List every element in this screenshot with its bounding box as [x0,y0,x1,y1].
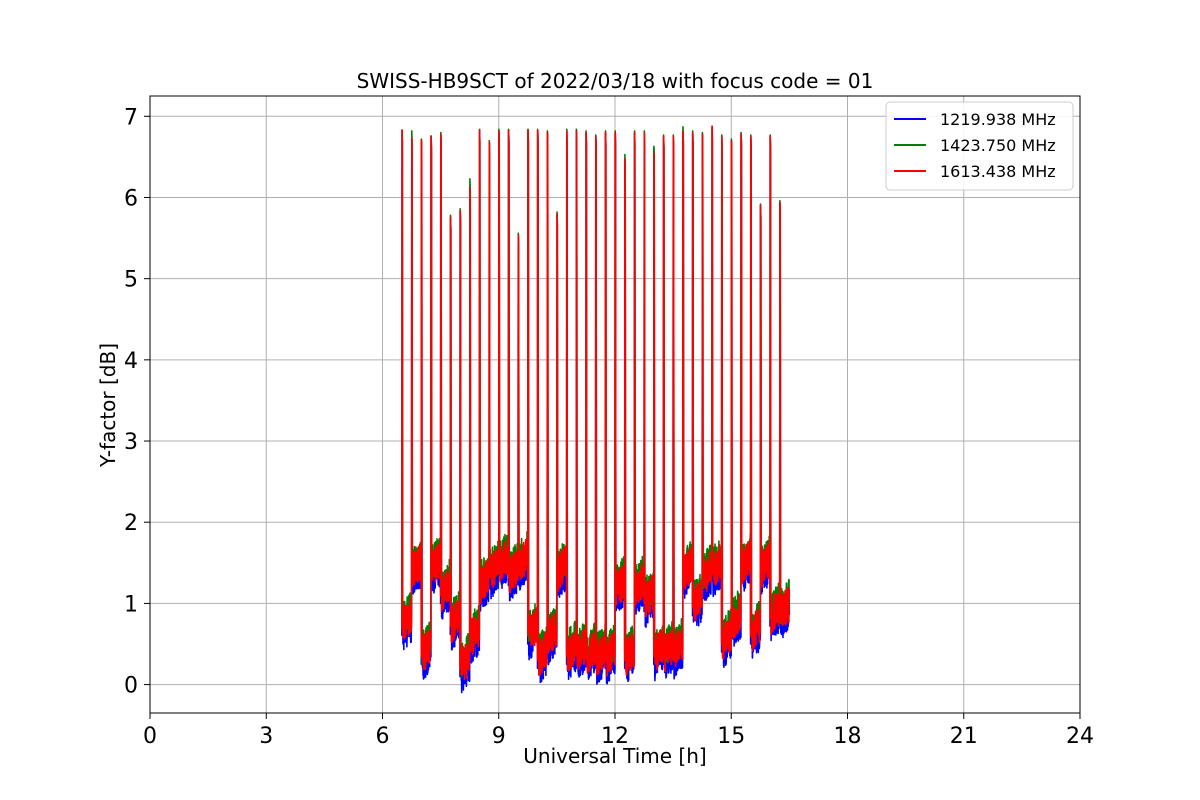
y-tick-label: 0 [124,674,138,699]
x-tick-label: 9 [492,724,506,749]
legend-label: 1613.438 MHz [940,162,1056,181]
y-tick-label: 3 [124,430,138,455]
y-tick-label: 2 [124,511,138,536]
x-axis-ticks: 0 3 6 9 12 15 18 21 24 [143,713,1094,749]
y-tick-label: 7 [124,105,138,130]
legend-label: 1219.938 MHz [940,110,1056,129]
x-tick-label: 0 [143,724,157,749]
x-tick-label: 24 [1066,724,1094,749]
x-axis-label: Universal Time [h] [523,744,706,768]
x-tick-label: 21 [950,724,978,749]
legend-box [885,101,1074,191]
plot-area [401,125,791,694]
legend-label: 1423.750 MHz [940,136,1056,155]
y-tick-label: 5 [124,268,138,293]
x-tick-label: 18 [834,724,862,749]
legend: 1219.938 MHz 1423.750 MHz 1613.438 MHz [885,101,1074,191]
y-axis-label: Y-factor [dB] [96,343,120,468]
y-tick-label: 6 [124,186,138,211]
series-line [401,125,791,681]
y-axis-ticks: 0 1 2 3 4 5 6 7 [124,105,150,699]
x-tick-label: 6 [376,724,390,749]
chart-title: SWISS-HB9SCT of 2022/03/18 with focus co… [357,69,874,93]
y-tick-label: 1 [124,592,138,617]
x-tick-label: 12 [601,724,629,749]
y-tick-label: 4 [124,349,138,374]
x-tick-label: 3 [259,724,273,749]
x-tick-label: 15 [717,724,745,749]
